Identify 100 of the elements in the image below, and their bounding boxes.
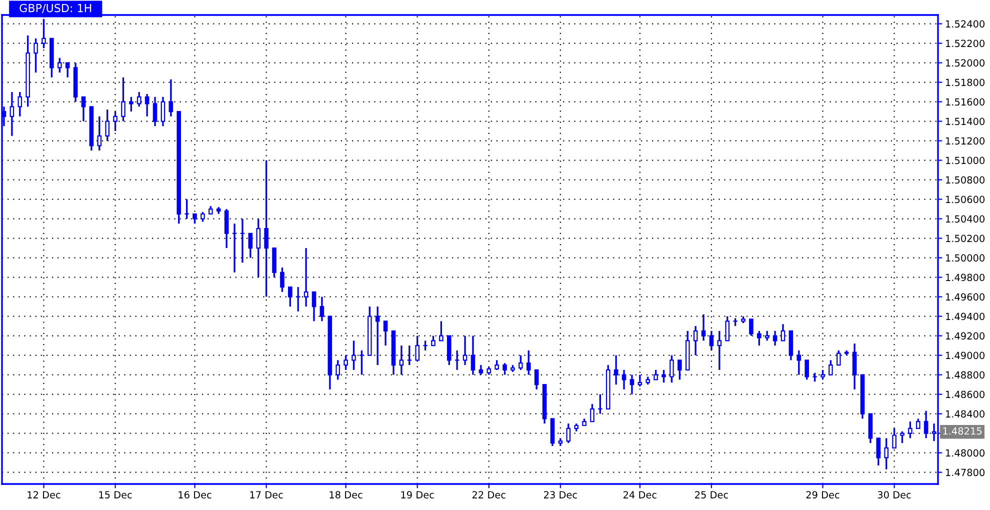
y-tick-label: 1.50000 [946, 254, 985, 262]
candlestick [423, 340, 428, 352]
candlestick [526, 350, 531, 376]
candlestick [494, 359, 499, 371]
candlestick [160, 96, 166, 127]
y-tick-label: 1.51800 [946, 78, 985, 86]
candlestick [360, 350, 364, 376]
candlestick [105, 108, 110, 142]
candlestick [534, 369, 539, 390]
candlestick [820, 369, 825, 381]
candlestick [590, 403, 594, 422]
candlestick [725, 315, 730, 342]
candlestick [144, 93, 150, 118]
candlestick [462, 334, 468, 366]
y-tick-label: 1.47800 [946, 468, 985, 476]
candlestick [884, 437, 888, 470]
x-tick-label: 24 Dec [623, 491, 656, 498]
x-tick-label: 22 Dec [472, 491, 506, 498]
y-tick-label: 1.50400 [946, 215, 985, 223]
y-tick-label: 1.52000 [946, 59, 985, 67]
candlestick [670, 354, 674, 384]
candlestick [248, 232, 253, 259]
y-tick-label: 1.49600 [946, 293, 985, 301]
candlestick [296, 286, 300, 312]
candlestick [701, 314, 706, 342]
candlestick [439, 320, 444, 342]
candlestick [804, 359, 809, 381]
y-tick-label: 1.52200 [946, 40, 985, 48]
candlestick [678, 359, 682, 381]
candlestick [638, 374, 642, 388]
candlestick [81, 96, 86, 122]
y-tick-label: 1.48400 [946, 410, 985, 418]
candlestick [836, 350, 841, 366]
candlestick [828, 359, 833, 376]
candlestick [57, 57, 62, 74]
candlestick [717, 330, 722, 371]
y-tick-label: 1.51200 [946, 137, 985, 145]
candlestick [304, 247, 308, 308]
y-tick-label: 1.51000 [946, 156, 985, 164]
x-tick-label: 12 Dec [28, 491, 60, 498]
candlestick [415, 334, 420, 362]
x-tick-label: 15 Dec [99, 491, 132, 498]
candlestick [876, 437, 881, 466]
candlestick [121, 76, 126, 122]
candlestick [470, 334, 476, 376]
candlestick [518, 354, 523, 371]
x-tick-label: 25 Dec [695, 491, 728, 498]
candlestick [502, 362, 507, 376]
y-tick-label: 1.49800 [946, 274, 985, 282]
y-tick-label: 1.50800 [946, 176, 985, 184]
candlestick [34, 38, 38, 74]
candlestick [224, 208, 229, 249]
candlestick [18, 91, 22, 118]
candlestick [900, 430, 904, 444]
candlestick [757, 330, 762, 346]
y-tick-label: 1.48800 [946, 371, 985, 379]
y-tick-label: 1.48600 [946, 390, 985, 398]
candlestick [129, 96, 134, 112]
candlestick [630, 374, 634, 396]
candlestick [431, 334, 436, 346]
candlestick [662, 369, 666, 384]
candlestick [280, 266, 284, 293]
candlestick [264, 159, 268, 298]
candlestick [200, 211, 205, 223]
candlestick [566, 422, 571, 444]
candlestick [764, 330, 770, 342]
candlestick [352, 340, 356, 371]
candlestick [598, 393, 602, 415]
candlestick [113, 110, 118, 132]
candlestick [168, 78, 174, 118]
candlestick [693, 325, 698, 356]
x-tick-label: 16 Dec [178, 491, 212, 498]
candlestick [375, 306, 380, 366]
x-tick-label: 18 Dec [330, 491, 362, 498]
text: 1.48215 [943, 427, 982, 435]
candlestick [152, 96, 158, 127]
y-tick-label: 1.49000 [946, 352, 985, 360]
candlestick [136, 91, 142, 108]
candlestick [344, 354, 348, 371]
candlestick [622, 369, 626, 390]
candlestick [184, 198, 189, 220]
candlestick [10, 91, 14, 137]
candlestick [407, 344, 412, 366]
candlestick [454, 350, 460, 371]
candlestick [192, 213, 197, 224]
candlestick [256, 218, 260, 278]
candlestick [97, 116, 102, 152]
candlestick [240, 218, 245, 264]
candlestick [924, 410, 928, 440]
candlestick [336, 359, 340, 381]
candlestick [892, 428, 896, 449]
y-tick-label: 1.51400 [946, 118, 985, 126]
candlestick [654, 369, 658, 381]
x-tick-label: 19 Dec [401, 491, 434, 498]
candlestick [399, 344, 404, 376]
candlestick [709, 330, 714, 352]
x-tick-label: 30 Dec [878, 491, 911, 498]
candlestick [232, 222, 237, 274]
candlestick [908, 420, 912, 440]
candlestick [312, 291, 316, 322]
